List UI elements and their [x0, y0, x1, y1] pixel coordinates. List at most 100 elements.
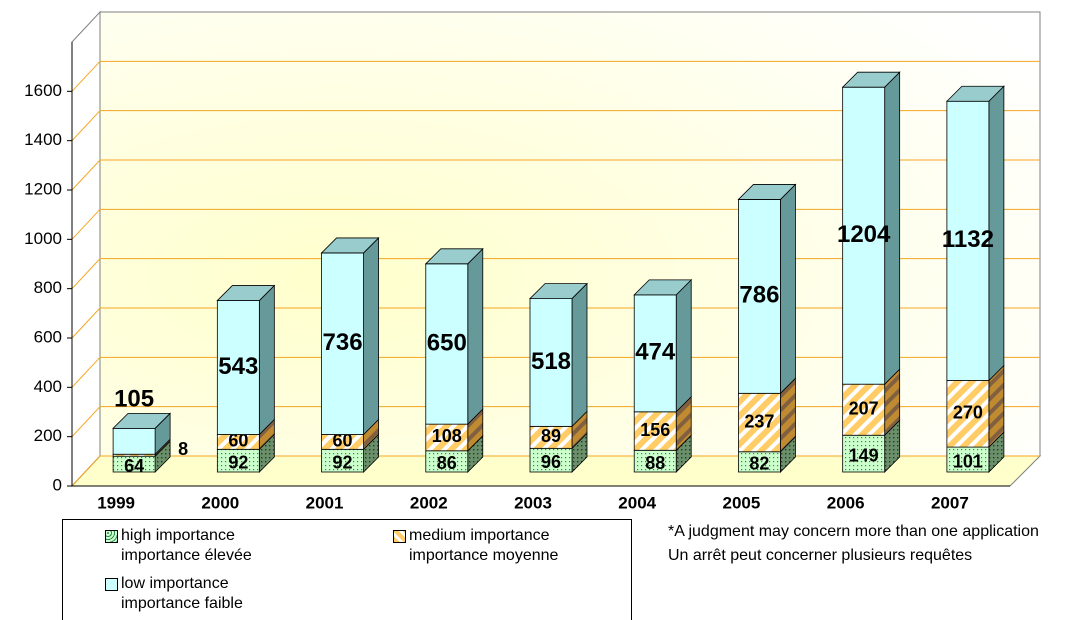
grid-line	[71, 258, 1040, 290]
bar-segment	[946, 380, 990, 448]
bar-segment	[842, 434, 886, 473]
data-label: 786	[739, 282, 779, 309]
x-tick-label: 2005	[723, 493, 761, 512]
bar-segment	[112, 427, 156, 455]
data-label: 1204	[837, 221, 891, 248]
data-label: 518	[531, 348, 571, 375]
legend: high importance importance élevée medium …	[62, 519, 632, 620]
data-label: 543	[218, 353, 258, 380]
x-tick-label: 2006	[827, 493, 865, 512]
bar-segment	[842, 383, 886, 436]
bar-segment	[529, 298, 573, 427]
bar-top	[424, 248, 484, 265]
y-tick-label: 1600	[24, 81, 62, 100]
grid-line	[71, 208, 1040, 240]
data-label: 88	[645, 453, 665, 473]
bar-top	[945, 85, 1005, 102]
data-label: 474	[635, 339, 676, 366]
grid-line	[71, 455, 1040, 487]
data-label: 92	[228, 452, 248, 472]
bar-segment	[633, 411, 677, 451]
grid-line	[71, 356, 1040, 388]
data-label: 86	[437, 453, 457, 473]
bar-top	[112, 412, 172, 429]
legend-item: low importance importance faible	[105, 574, 243, 614]
bar-segment	[946, 100, 990, 381]
x-tick-label: 2004	[618, 493, 656, 512]
x-tick-label: 1999	[97, 493, 135, 512]
annotation-text: Un arrêt peut concerner plusieurs requêt…	[668, 547, 973, 564]
legend-swatch	[105, 530, 118, 543]
x-tick-label: 2001	[306, 493, 344, 512]
bar-segment	[425, 263, 469, 425]
y-tick-label: 1200	[24, 179, 62, 198]
data-label: 156	[640, 420, 670, 440]
side-wall	[71, 10, 101, 488]
bar-segment	[738, 199, 781, 394]
data-label: 105	[114, 386, 154, 413]
legend-label: low importance importance faible	[121, 575, 243, 612]
bar-side	[258, 284, 275, 436]
bar-segment	[321, 252, 364, 435]
data-label: 207	[849, 398, 879, 418]
data-label: 60	[333, 431, 353, 451]
y-tick-label: 1400	[24, 130, 62, 149]
legend-item: medium importance importance moyenne	[393, 526, 558, 566]
bar-segment	[216, 300, 260, 435]
bar-side	[467, 247, 484, 426]
bar-side	[675, 278, 692, 413]
legend-swatch	[105, 578, 118, 591]
legend-label: medium importance importance moyenne	[409, 527, 559, 564]
data-label: 101	[953, 451, 983, 471]
grid-line	[71, 110, 1040, 142]
data-label: 82	[749, 454, 769, 474]
bar-top	[737, 184, 797, 200]
x-tick-label: 2000	[201, 493, 239, 512]
annotation-text: *A judgment may concern more than one ap…	[668, 523, 1039, 540]
grid-line	[71, 60, 1040, 92]
data-label: 89	[541, 426, 561, 446]
data-label: 270	[953, 403, 983, 423]
data-label: 149	[849, 445, 879, 465]
x-tick-label: 2002	[410, 493, 448, 512]
bar-side	[571, 282, 588, 428]
data-label: 92	[333, 452, 353, 472]
x-tick-label: 2007	[931, 493, 969, 512]
y-tick-label: 0	[53, 475, 62, 494]
data-label: 96	[541, 452, 561, 472]
grid-line	[71, 307, 1040, 339]
data-label: 108	[432, 426, 462, 446]
bar-segment	[946, 446, 990, 473]
x-tick-label: 2003	[514, 493, 552, 512]
y-tick-label: 200	[34, 426, 62, 445]
grid-line	[71, 159, 1040, 191]
data-label: 237	[744, 411, 774, 431]
data-label: 736	[323, 329, 363, 356]
data-label: 64	[124, 456, 144, 476]
bar-side	[780, 183, 796, 395]
bar-segment	[633, 294, 677, 413]
bar-top	[216, 285, 276, 301]
y-tick-label: 800	[34, 278, 62, 297]
bar-segment	[425, 423, 469, 452]
annotation: *A judgment may concern more than one ap…	[668, 520, 1088, 568]
bar-top	[320, 237, 380, 254]
data-label: 8	[178, 439, 188, 459]
y-tick-label: 400	[34, 377, 62, 396]
legend-swatch	[393, 530, 406, 543]
bar-top	[529, 283, 588, 299]
data-label: 60	[228, 431, 248, 451]
y-tick-label: 1000	[24, 229, 62, 248]
grid-line	[71, 406, 1040, 438]
bar-top	[633, 279, 693, 296]
data-label: 1132	[942, 226, 994, 253]
legend-item: high importance importance élevée	[105, 526, 252, 566]
bar-segment	[738, 392, 781, 453]
data-label: 650	[427, 329, 467, 356]
bar-side	[363, 236, 379, 436]
bar-top	[841, 71, 901, 88]
y-tick-label: 600	[34, 327, 62, 346]
chart: 6481059260543926073686108650968951888156…	[24, 10, 1042, 512]
legend-label: high importance importance élevée	[121, 527, 252, 564]
